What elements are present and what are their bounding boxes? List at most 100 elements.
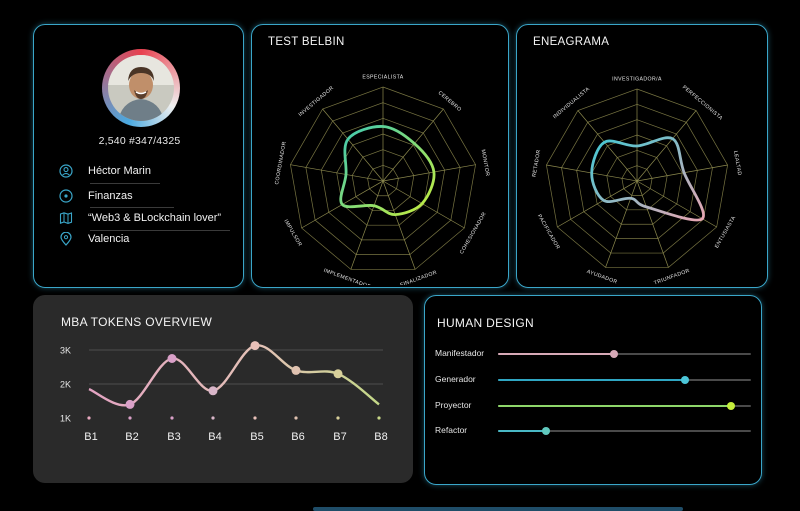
belbin-grid-ring (367, 164, 399, 197)
human-design-label: Proyector (435, 400, 472, 410)
belbin-axis-line (290, 164, 384, 182)
location-pin-icon (58, 231, 74, 247)
tokens-baseline-dot (336, 416, 340, 420)
eneagrama-grid-ring (546, 88, 728, 268)
tokens-baseline-dot (170, 416, 174, 420)
human-design-slider-fill (498, 430, 547, 432)
belbin-axis-label: IMPULSOR (282, 219, 302, 248)
human-design-slider-knob[interactable] (542, 427, 551, 435)
tokens-xtick-label: B4 (208, 431, 221, 443)
map-icon (58, 210, 74, 226)
human-design-slider-knob[interactable] (681, 376, 690, 384)
tokens-data-point (125, 399, 135, 409)
belbin-value-shape (339, 125, 436, 216)
eneagrama-axis-label: INVESTIGADOR/A (612, 76, 662, 82)
eneagrama-axis-line (636, 110, 697, 182)
tokens-card: MBA TOKENS OVERVIEW 3K 2K 1K B1 B2 B3 B4 B5 B6 B7… (33, 295, 413, 483)
belbin-grid-ring (305, 102, 461, 255)
tokens-data-point (333, 369, 343, 379)
belbin-grid-ring (320, 117, 446, 241)
bottom-card-edge (313, 507, 683, 511)
eneagrama-axis-line (636, 180, 669, 268)
tokens-xtick-label: B6 (291, 431, 304, 443)
divider (90, 207, 174, 208)
tokens-baseline-dot (294, 416, 298, 420)
human-design-slider-fill (498, 379, 686, 381)
tokens-title: MBA TOKENS OVERVIEW (61, 315, 213, 329)
tokens-ytick-label: 1K (60, 414, 71, 424)
belbin-axis-line (382, 180, 465, 229)
human-design-slider-track[interactable] (498, 402, 751, 410)
belbin-axis-label: ESPECIALISTA (362, 74, 403, 80)
tokens-baseline-dot (128, 416, 132, 420)
belbin-axis-label: FINALIZADOR (399, 270, 437, 285)
eneagrama-axis-label: LEALTAD (732, 150, 742, 176)
tokens-baseline-dot (211, 416, 215, 420)
tokens-data-point (250, 341, 260, 351)
profile-card: 2,540 #347/4325 Héctor Marin Finanzas “W… (33, 24, 244, 288)
tokens-data-point (208, 386, 218, 396)
eneagrama-axis-line (636, 180, 717, 228)
eneagrama-grid-ring (576, 119, 698, 239)
profile-city-row: Valencia (58, 229, 129, 249)
tokens-xtick-label: B7 (333, 431, 346, 443)
belbin-axis-line (382, 108, 444, 182)
human-design-label: Manifestador (435, 348, 485, 358)
tokens-data-point (167, 354, 177, 363)
belbin-card: TEST BELBIN ESPECIALISTA CEREBRO MONITOR CO… (251, 24, 509, 288)
human-design-slider-track[interactable] (498, 427, 751, 435)
tokens-xtick-label: B2 (125, 431, 138, 443)
divider (90, 230, 230, 231)
belbin-title: TEST BELBIN (268, 36, 345, 48)
human-design-slider-track[interactable] (498, 376, 751, 384)
tokens-xtick-label: B3 (167, 431, 180, 443)
profile-bio: “Web3 & BLockchain lover” (88, 212, 222, 224)
belbin-axis-label: INVESTIGADOR (298, 85, 336, 118)
belbin-axis-line (350, 180, 384, 270)
belbin-axis-label: COORDINADOR (274, 141, 288, 185)
tokens-xtick-label: B1 (84, 431, 97, 443)
profile-city: Valencia (88, 233, 130, 245)
belbin-axis-label: IMPLEMENTADOR (323, 268, 372, 285)
tokens-ytick-label: 3K (60, 346, 71, 356)
human-design-slider-knob[interactable] (610, 350, 619, 358)
human-design-slider-fill (498, 405, 731, 407)
eneagrama-radar-chart: INVESTIGADOR/A PERFECCIONISTA LEALTAD ENTUS… (531, 76, 742, 285)
compass-icon (58, 188, 74, 204)
eneagrama-value-shape (590, 136, 705, 222)
eneagrama-axis-label: AYUDADOR (586, 269, 618, 285)
human-design-slider-track[interactable] (498, 350, 751, 358)
user-icon (58, 163, 74, 179)
eneagrama-axis-label: INDIVIDUALISTA (552, 86, 591, 120)
avatar[interactable] (108, 55, 174, 121)
profile-name-row: Héctor Marin (58, 161, 151, 181)
human-design-slider-knob[interactable] (726, 402, 735, 410)
eneagrama-axis-line (557, 180, 638, 228)
human-design-label: Refactor (435, 425, 468, 435)
eneagrama-axis-label: PERFECCIONISTA (681, 85, 724, 122)
belbin-radar-chart: ESPECIALISTA CEREBRO MONITOR COHESIONADOR FI… (274, 74, 490, 285)
eneagrama-axis-label: RETADOR (531, 149, 542, 177)
eneagrama-axis-line (577, 110, 638, 182)
profile-bio-row: “Web3 & BLockchain lover” (58, 208, 221, 228)
eneagrama-axis-label: TRIUNFADOR (653, 268, 690, 285)
eneagrama-grid-ring (561, 103, 713, 254)
eneagrama-axis-line (605, 180, 638, 268)
profile-name: Héctor Marin (88, 165, 151, 177)
tokens-baseline-dot (377, 416, 381, 420)
human-design-card: HUMAN DESIGN Manifestador Generador Proyec… (424, 295, 762, 485)
tokens-line-chart: 3K 2K 1K B1 B2 B3 B4 B5 B6 B7 B8 (60, 341, 388, 443)
eneagrama-axis-label: ENTUSIASTA (714, 215, 737, 249)
eneagrama-title: ENEAGRAMA (533, 36, 610, 48)
avatar-ring (102, 49, 180, 127)
tokens-baseline-dot (253, 416, 257, 420)
human-design-slider-fill (498, 353, 615, 355)
profile-department-row: Finanzas (58, 186, 133, 206)
tokens-series-line (88, 344, 380, 407)
belbin-axis-line (322, 108, 384, 182)
tokens-xtick-label: B5 (250, 431, 263, 443)
human-design-title: HUMAN DESIGN (437, 316, 534, 330)
belbin-axis-label: COHESIONADOR (459, 211, 488, 255)
eneagrama-axis-label: PACIFICADOR (536, 214, 561, 251)
human-design-label: Generador (435, 374, 476, 384)
